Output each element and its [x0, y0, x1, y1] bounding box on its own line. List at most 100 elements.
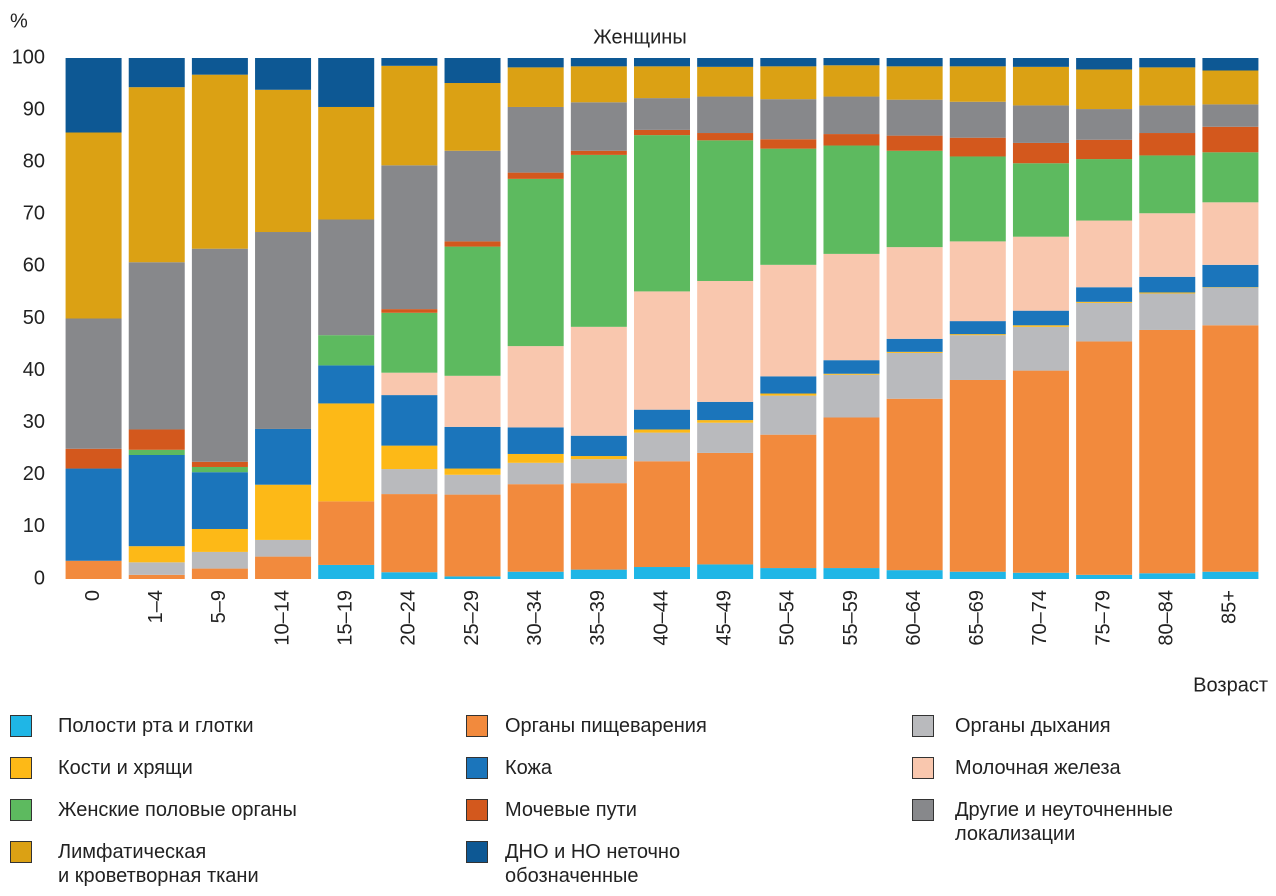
bar-segment	[507, 462, 564, 485]
legend-swatch	[10, 841, 32, 863]
bar-segment	[886, 66, 943, 100]
x-tick-label: 10–14	[271, 590, 293, 646]
bar-segment	[570, 459, 627, 484]
bar-segment	[760, 66, 817, 100]
bar-segment	[1012, 370, 1069, 573]
legend-label: Органы пищеварения	[505, 715, 707, 737]
bar-segment	[128, 58, 185, 88]
x-tick-label: 20–24	[398, 590, 420, 646]
y-tick-label: 100	[12, 46, 45, 68]
bar-segment	[191, 461, 248, 467]
bar-segment	[949, 571, 1006, 579]
y-tick-label: 10	[23, 515, 45, 537]
bar-segment	[886, 351, 943, 353]
y-tick-label: 30	[23, 411, 45, 433]
bar-segment	[255, 58, 312, 90]
bar-segment	[1202, 571, 1259, 579]
bar-segment	[444, 150, 501, 242]
legend-label: Мочевые пути	[505, 799, 637, 821]
bar-segment	[949, 66, 1006, 102]
x-tick-label: 5–9	[208, 590, 230, 623]
bar-segment	[949, 137, 1006, 157]
bar-segment	[1076, 301, 1133, 303]
y-tick-label: 60	[23, 255, 45, 277]
bar-segment	[65, 560, 122, 579]
x-tick-label: 1–4	[145, 590, 167, 623]
bar-segment	[191, 74, 248, 249]
bar-segment	[949, 156, 1006, 242]
bar-segment	[444, 58, 501, 84]
bar-segment	[1202, 202, 1259, 265]
bar-segment	[444, 494, 501, 577]
bar-segment	[949, 241, 1006, 322]
legend-label: ДНО и НО неточно обозначенные	[505, 841, 681, 887]
bar-segment	[634, 291, 690, 410]
bar-segment	[191, 248, 248, 462]
bar-segment	[128, 574, 185, 579]
bar-segment	[191, 568, 248, 579]
bar-segment	[507, 571, 564, 579]
bar-segment	[823, 65, 880, 97]
bar-segment	[1076, 341, 1133, 575]
bar-segment	[1076, 159, 1133, 221]
bar-segment	[381, 372, 438, 396]
bar-segment	[255, 556, 312, 579]
bar-segment	[760, 148, 817, 265]
bar-segment	[823, 253, 880, 361]
bar-segment	[318, 106, 375, 220]
bar-segment	[634, 461, 690, 568]
x-tick-label: 55–59	[840, 590, 862, 646]
bar-segment	[823, 145, 880, 254]
bar-segment	[1139, 105, 1196, 134]
bar-segment	[697, 96, 754, 134]
bar-segment	[1139, 58, 1196, 68]
bar-segment	[191, 551, 248, 569]
x-tick-label: 30–34	[524, 590, 546, 646]
chart-title: Женщины	[593, 26, 686, 48]
bar-segment	[507, 453, 564, 463]
bar-segment	[444, 246, 501, 376]
bar-segment	[634, 98, 690, 130]
bar-segment	[823, 417, 880, 569]
legend-swatch	[10, 757, 32, 779]
legend-swatch	[10, 715, 32, 737]
bar-segment	[697, 58, 754, 67]
bar-segment	[1076, 69, 1133, 110]
bar-segment	[949, 101, 1006, 138]
bar-segment	[697, 452, 754, 565]
bar-segment	[318, 403, 375, 502]
legend-swatch	[912, 757, 934, 779]
bar-segment	[634, 66, 690, 99]
bar-segment	[697, 420, 754, 423]
bar-segment	[507, 106, 564, 173]
legend-label: Органы дыхания	[955, 715, 1111, 737]
bar-segment	[191, 528, 248, 552]
bar-segment	[507, 178, 564, 347]
bar-segment	[886, 99, 943, 136]
bar-segment	[381, 469, 438, 495]
bar-segment	[823, 134, 880, 146]
bar-segment	[697, 133, 754, 141]
bar-segment	[444, 576, 501, 579]
bar-segment	[1202, 70, 1259, 105]
bar-segment	[1076, 109, 1133, 140]
bar-segment	[381, 309, 438, 313]
y-tick-label: 50	[23, 307, 45, 329]
x-tick-label: 70–74	[1029, 590, 1051, 646]
bar-segment	[1202, 287, 1259, 326]
legend-label: Кости и хрящи	[58, 757, 193, 779]
y-tick-label: 40	[23, 359, 45, 381]
bar-segment	[255, 232, 312, 429]
legend-swatch	[10, 799, 32, 821]
legend-label: Другие и неуточненные локализации	[955, 799, 1174, 845]
bar-segment	[507, 67, 564, 107]
bar-segment	[760, 99, 817, 140]
bar-segment	[507, 484, 564, 572]
legend-label: Молочная железа	[955, 757, 1121, 779]
bar-segment	[886, 135, 943, 151]
bar-segment	[255, 428, 312, 485]
bar-segment	[949, 334, 1006, 336]
bar-segment	[1012, 163, 1069, 237]
legend-label: Полости рта и глотки	[58, 715, 254, 737]
